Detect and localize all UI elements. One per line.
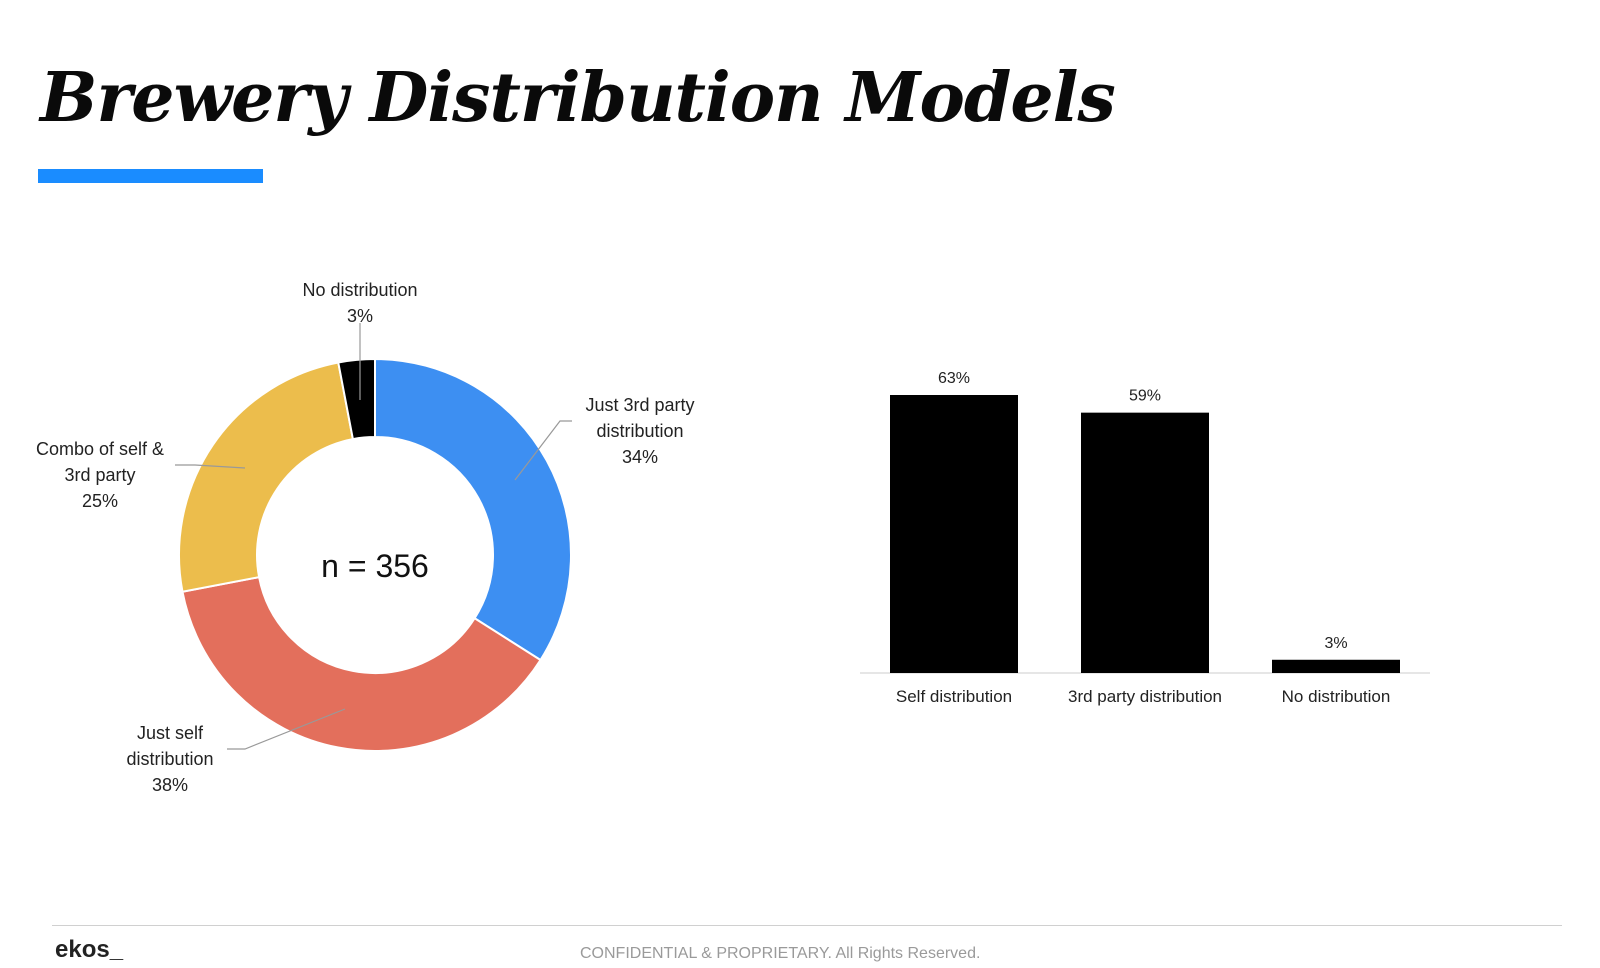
slice-value-label: 25% [81, 491, 119, 511]
slice-value-label: 38% [151, 775, 189, 795]
bar [1272, 659, 1400, 673]
leader-line [514, 420, 572, 481]
slice-label-line: distribution [596, 421, 684, 441]
slice-label-line: Combo of self & [35, 439, 165, 459]
slice-label-line: 3rd party [64, 465, 136, 485]
footer-confidential-text: CONFIDENTIAL & PROPRIETARY. All Rights R… [580, 945, 981, 962]
bar-chart: 63% Self distribution 59% 3rd party distrib… [860, 370, 1430, 706]
donut-center-label: n = 356 [321, 548, 429, 584]
bar-category-label: 3rd party distribution [1068, 687, 1222, 706]
slice-label-line: Just 3rd party [585, 395, 695, 415]
slice-label-line: Just self [136, 723, 204, 743]
bar-value-label: 63% [938, 370, 970, 387]
page-title: Brewery Distribution Models [40, 58, 1116, 138]
slice-label-combo: Combo of self & 3rd party 25% [20, 436, 180, 514]
slice-label-just-3rd-party: Just 3rd party distribution 34% [560, 392, 720, 470]
bar-category-label: Self distribution [896, 687, 1012, 706]
leader-line [175, 464, 246, 469]
leader-line [227, 708, 346, 750]
ekos-logo: ekos_ [55, 936, 124, 963]
bar [1081, 412, 1209, 673]
slice-value-label: 34% [621, 447, 659, 467]
slice-label-no-distribution: No distribution 3% [280, 277, 440, 329]
donut-slice-combo [178, 361, 355, 593]
donut-slice-just-3rd-party [374, 357, 572, 662]
bar-value-label: 3% [1324, 635, 1347, 652]
bar [890, 395, 1018, 673]
donut-slice-no-distribution [337, 357, 376, 441]
slice-label-line: No distribution [302, 280, 418, 300]
slice-label-just-self: Just self distribution 38% [100, 720, 240, 798]
slice-label-line: distribution [126, 749, 214, 769]
bar-value-label: 59% [1129, 388, 1161, 405]
title-underline [38, 169, 263, 183]
bar-category-label: No distribution [1282, 687, 1391, 706]
donut-chart [175, 323, 572, 752]
donut-slice-just-self [181, 575, 542, 752]
slice-value-label: 3% [346, 306, 373, 326]
footer-divider [52, 925, 1562, 926]
